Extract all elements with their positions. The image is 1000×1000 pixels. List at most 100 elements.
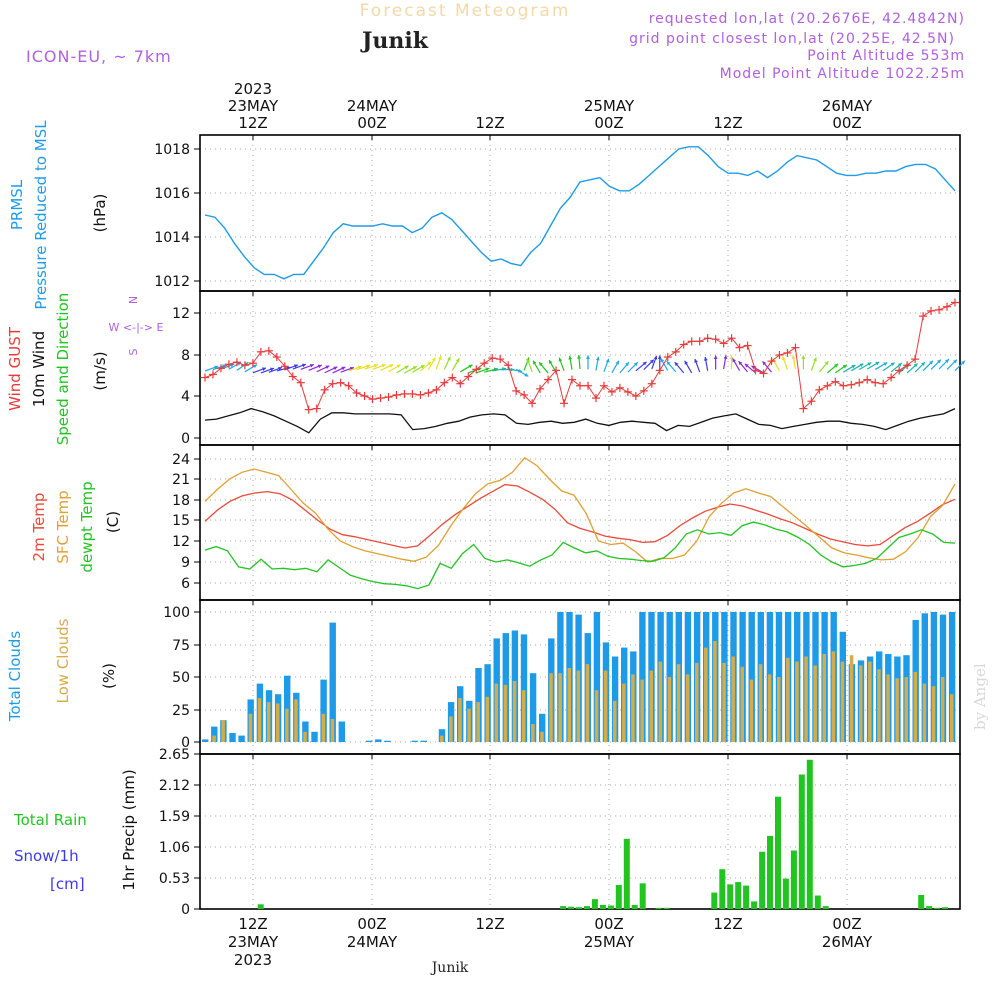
wind-arrow xyxy=(842,364,856,373)
low-cloud-bar xyxy=(859,665,863,742)
gust-marker xyxy=(248,359,257,368)
top-time-label: 00Z xyxy=(357,114,386,132)
total-cloud-bar xyxy=(329,622,336,742)
panel-temperature: 6 9 12 15 18 21 24 xyxy=(172,444,961,601)
wind-arrow xyxy=(643,359,655,370)
gust-marker xyxy=(935,305,944,314)
low-cloud-bar xyxy=(667,677,672,742)
y-tick-label: 0 xyxy=(181,431,190,447)
gust-marker xyxy=(568,375,577,384)
low-cloud-bar xyxy=(576,670,581,742)
low-cloud-bar xyxy=(868,661,872,742)
wind-arrow xyxy=(738,360,749,373)
gust-marker xyxy=(264,346,273,355)
low-cloud-bar xyxy=(276,703,280,742)
low-cloud-bar xyxy=(831,651,836,742)
top-time-label: 2023 xyxy=(234,80,272,98)
wind-arrow xyxy=(300,363,315,370)
gust-marker xyxy=(320,385,329,394)
wind-arrow xyxy=(316,365,330,373)
rain-bar xyxy=(767,835,773,909)
rain-bar xyxy=(790,850,797,909)
low-cloud-bar xyxy=(212,735,216,742)
gust-marker xyxy=(360,392,369,400)
low-cloud-bar xyxy=(922,683,927,742)
gust-marker xyxy=(591,394,600,403)
bottom-time-label: 12Z xyxy=(238,915,267,933)
total-cloud-bar xyxy=(748,612,755,742)
gust-marker xyxy=(719,339,728,348)
wind-arrow xyxy=(850,363,864,372)
gust-marker xyxy=(216,364,225,373)
wind-arrow xyxy=(882,362,896,372)
gust-marker xyxy=(472,365,481,374)
gust-marker xyxy=(536,384,545,393)
y-tick-label: 1.06 xyxy=(159,840,190,856)
wind-arrow xyxy=(703,356,709,371)
gust-marker xyxy=(344,381,353,390)
rain-bar xyxy=(719,869,726,909)
wind-arrow xyxy=(858,361,872,371)
sfc-temp-line xyxy=(204,456,956,563)
gust-marker xyxy=(919,312,928,321)
bottom-time-label: 24MAY xyxy=(347,933,398,951)
low-cloud-bar xyxy=(813,665,817,742)
total-cloud-bar xyxy=(420,740,427,742)
gust-marker xyxy=(735,343,744,352)
wind-arrow xyxy=(515,368,529,377)
total-cloud-bar xyxy=(930,612,938,742)
low-cloud-bar xyxy=(722,662,726,742)
low-cloud-bar xyxy=(631,674,635,742)
rain-bar xyxy=(934,907,941,909)
gust-marker xyxy=(847,380,856,389)
rain-bar xyxy=(735,882,742,909)
total-cloud-bar xyxy=(302,721,309,742)
total-cloud-bar xyxy=(639,612,646,742)
gust-marker xyxy=(615,383,624,392)
wind-arrow xyxy=(660,358,669,371)
gust-marker xyxy=(408,389,417,398)
y-tick-label: 1016 xyxy=(154,186,190,202)
rain-bar xyxy=(798,774,805,909)
total-cloud-bar xyxy=(384,740,391,742)
gust-marker xyxy=(296,378,305,387)
gust-marker xyxy=(336,378,345,387)
panel-wind: 0 4 8 12 xyxy=(172,290,961,447)
low-cloud-bar xyxy=(521,690,526,742)
total-cloud-bar xyxy=(320,679,327,742)
pressure-label: PRMSL xyxy=(8,179,26,230)
low-cloud-bar xyxy=(594,690,599,742)
gust-marker xyxy=(280,362,289,371)
pressure-unit: (hPa) xyxy=(91,194,109,233)
total-cloud-bar xyxy=(211,726,218,742)
panel-frame xyxy=(199,444,961,601)
gust-marker xyxy=(727,334,736,343)
gust-marker xyxy=(328,379,337,388)
top-time-label: 00Z xyxy=(832,114,861,132)
gust-marker xyxy=(232,358,241,367)
wind-arrow xyxy=(651,355,658,370)
bottom-time-label: 00Z xyxy=(594,915,623,933)
total-cloud-bar xyxy=(202,739,209,742)
y-tick-label: 12 xyxy=(172,534,190,550)
low-cloud-bar xyxy=(321,713,326,742)
low-cloud-bar xyxy=(740,666,744,742)
gust-marker xyxy=(416,390,425,399)
top-time-label: 12Z xyxy=(238,114,267,132)
wind-arrow xyxy=(619,361,630,374)
rain-bar xyxy=(822,906,829,909)
y-tick-label: 2.65 xyxy=(159,747,190,763)
rain-bar xyxy=(775,796,781,909)
low-cloud-bar xyxy=(221,720,225,742)
low-cloud-bar xyxy=(804,656,808,742)
gust-marker xyxy=(496,355,505,364)
total-cloud-label: Total Clouds xyxy=(6,631,24,723)
gust-marker xyxy=(903,361,912,370)
wind-arrow xyxy=(451,358,460,371)
low-cloud-label: Low Clouds xyxy=(54,618,72,703)
gust-marker xyxy=(488,354,497,363)
snow-label: Snow/1h xyxy=(14,847,79,865)
rain-bar xyxy=(759,851,766,909)
wind-arrow xyxy=(420,361,432,372)
y-tick-label: 15 xyxy=(172,513,190,529)
